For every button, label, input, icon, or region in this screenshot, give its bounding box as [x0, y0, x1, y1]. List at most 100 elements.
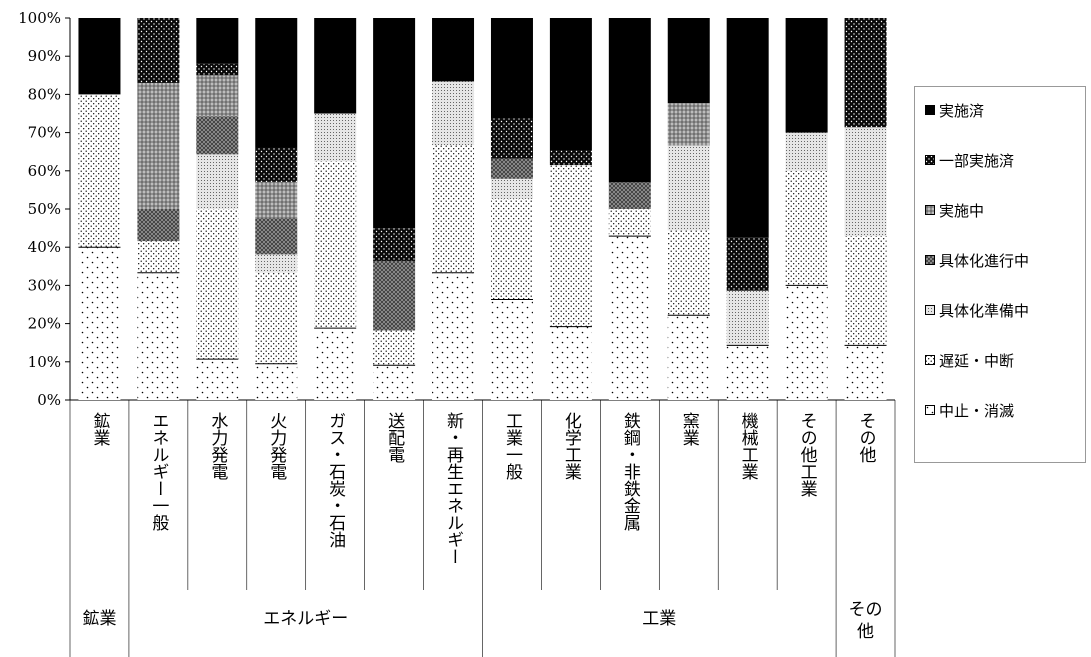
bar-segment-7-6: [490, 18, 533, 119]
bar-segment-10-1: [667, 230, 710, 316]
bar-segment-4-1: [314, 161, 357, 329]
legend-item: 一部実施済: [925, 150, 1014, 170]
x-axis-categories: 鉱業 エネルギー一般 水力発電 火力発電 ガス・石炭・石油 送配電 新・再生エネルギー 工業一…: [69, 400, 896, 657]
legend: 実施済一部実施済実施中具体化進行中 具体化準備中 遅延・中断中止・消滅: [914, 86, 1086, 463]
y-axis-ticks: 0% 10% 20% 30% 40% 50% 60% 70% 80% 90% 100%: [18, 9, 70, 409]
legend-swatch: [925, 105, 935, 115]
group-label: 鉱業: [82, 609, 116, 629]
bar-segment-13-0: [844, 345, 887, 400]
bar-segment-6-0: [432, 272, 475, 400]
legend-swatch: [925, 305, 935, 315]
bar-segment-1-5: [137, 18, 180, 83]
bar-segment-1-0: [137, 272, 180, 400]
x-tick-label: 窯業: [679, 412, 700, 446]
x-axis-groups: 鉱業 エネルギー 工業 その他: [82, 600, 882, 642]
bar-segment-3-2: [255, 254, 298, 273]
bar-segment-2-4: [196, 75, 239, 117]
bar-segment-2-6: [196, 18, 239, 64]
bar-segment-3-3: [255, 218, 298, 255]
legend-item: 具体化進行中: [925, 250, 1029, 270]
y-tick-label: 100%: [18, 9, 61, 27]
bar-segment-11-2: [726, 290, 769, 346]
bar-segment-2-0: [196, 359, 239, 400]
legend-swatch: [925, 155, 935, 165]
bar-segment-7-1: [490, 199, 533, 300]
bar-segment-11-5: [726, 237, 769, 291]
x-tick-label: 工業一般: [502, 412, 523, 481]
bar-segment-12-0: [785, 285, 828, 400]
bar-segment-3-4: [255, 181, 298, 219]
bar-segment-6-2: [432, 81, 475, 146]
legend-label: 実施中: [939, 201, 985, 220]
bar-segment-3-1: [255, 272, 298, 364]
x-tick-label: その他工業: [797, 412, 818, 497]
bar-segment-8-6: [549, 18, 592, 151]
group-label: その他: [849, 600, 883, 642]
bar-segment-13-2: [844, 127, 887, 237]
legend-item: 遅延・中断: [925, 350, 1014, 370]
x-tick-label: 機械工業: [738, 412, 759, 480]
legend-swatch: [925, 255, 935, 265]
bar-segment-7-2: [490, 178, 533, 200]
legend-label: 一部実施済: [939, 151, 1015, 170]
bars: [78, 18, 887, 400]
legend-swatch: [925, 405, 935, 415]
x-tick-label: 送配電: [384, 412, 405, 463]
legend-label: 具体化準備中: [939, 301, 1030, 320]
bar-segment-5-0: [373, 365, 416, 400]
bar-segment-12-2: [785, 132, 828, 171]
legend-swatch: [925, 205, 935, 215]
x-tick-label: エネルギー一般: [148, 412, 169, 532]
bar-segment-1-1: [137, 241, 180, 273]
bar-segment-6-6: [432, 18, 475, 82]
x-tick-label: 火力発電: [266, 412, 287, 480]
bar-segment-1-4: [137, 82, 180, 209]
y-tick-label: 80%: [28, 85, 61, 103]
bar-segment-3-6: [255, 18, 298, 148]
group-label: 工業: [642, 609, 676, 629]
legend-label: 実施済: [939, 101, 985, 120]
bar-segment-11-6: [726, 18, 769, 238]
bar-segment-0-0: [78, 247, 121, 400]
bar-segment-12-6: [785, 18, 828, 133]
bar-segment-1-3: [137, 209, 180, 242]
bar-segment-3-0: [255, 363, 298, 400]
legend-label: 具体化進行中: [939, 251, 1030, 270]
legend-item: 具体化準備中: [925, 300, 1029, 320]
bar-segment-2-3: [196, 116, 239, 155]
x-tick-label: 水力発電: [207, 412, 228, 480]
bar-segment-2-5: [196, 63, 239, 76]
x-tick-label: ガス・石炭・石油: [325, 412, 346, 548]
bar-segment-4-6: [314, 18, 357, 114]
bar-segment-10-4: [667, 103, 710, 146]
legend-label: 遅延・中断: [939, 351, 1015, 370]
bar-segment-5-6: [373, 18, 416, 229]
bar-segment-7-3: [490, 158, 533, 179]
legend-swatch: [925, 355, 935, 365]
bar-segment-8-0: [549, 326, 592, 400]
y-tick-label: 50%: [28, 200, 61, 218]
bar-segment-5-3: [373, 260, 416, 331]
bar-segment-13-5: [844, 18, 887, 128]
group-label: エネルギー: [263, 609, 348, 629]
x-tick-label: 鉱業: [89, 412, 110, 446]
legend-item: 実施済: [925, 100, 984, 120]
bar-segment-4-0: [314, 328, 357, 400]
bar-segment-5-5: [373, 228, 416, 261]
bar-segment-9-6: [608, 18, 651, 183]
legend-item: 実施中: [925, 200, 984, 220]
y-tick-label: 30%: [28, 276, 61, 294]
bar-segment-4-2: [314, 113, 357, 162]
y-tick-label: 10%: [28, 353, 61, 371]
y-tick-label: 40%: [28, 238, 61, 256]
bar-segment-5-1: [373, 330, 416, 366]
bar-segment-10-2: [667, 145, 710, 231]
axes: [69, 18, 895, 401]
x-tick-label: 新・再生エネルギー: [443, 412, 464, 565]
y-tick-label: 90%: [28, 47, 61, 65]
bar-segment-11-0: [726, 345, 769, 400]
bar-segment-12-1: [785, 170, 828, 286]
bar-segment-7-5: [490, 118, 533, 159]
legend-label: 中止・消滅: [939, 401, 1015, 420]
